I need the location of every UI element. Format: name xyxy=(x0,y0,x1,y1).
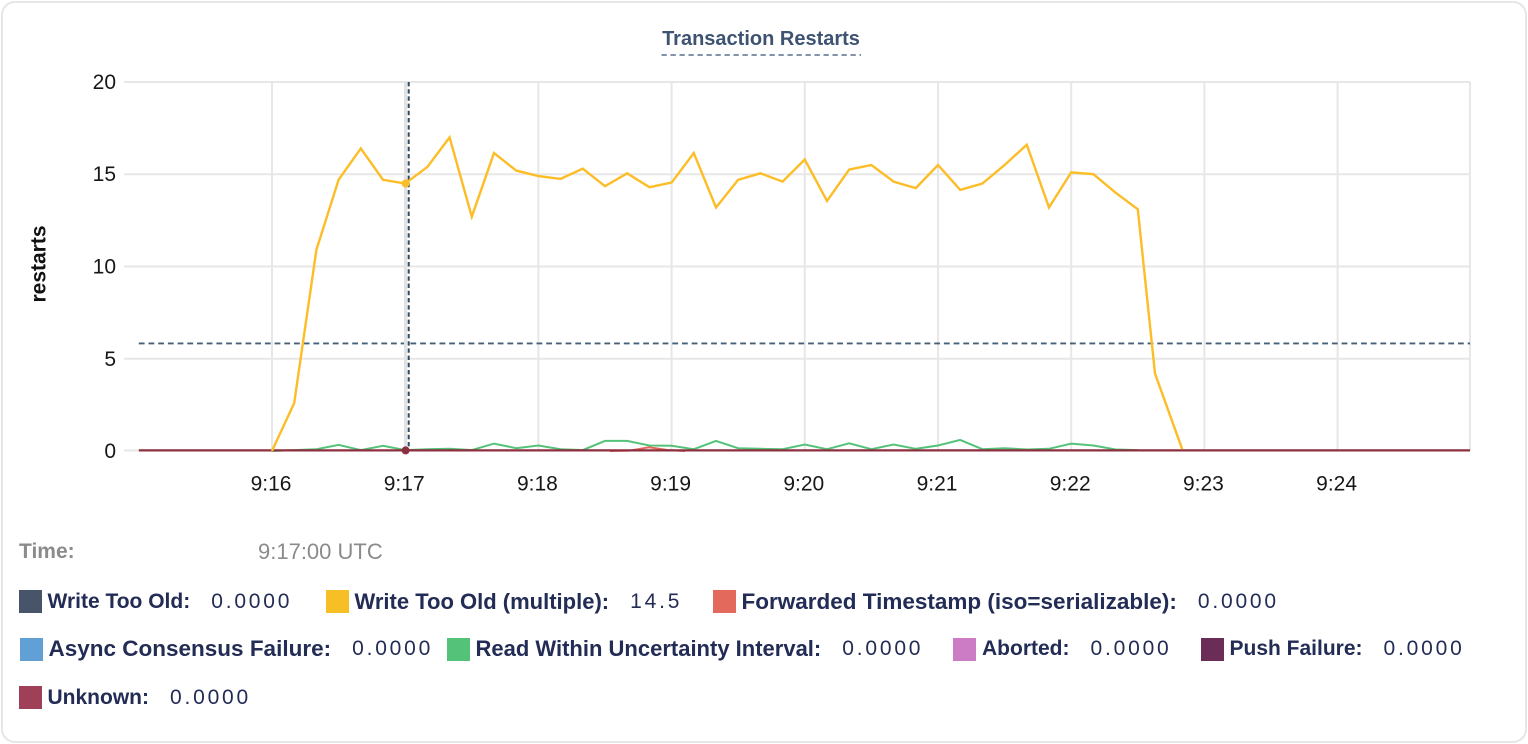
svg-text:9:18: 9:18 xyxy=(517,473,558,496)
svg-text:9:23: 9:23 xyxy=(1183,473,1224,496)
svg-text:0: 0 xyxy=(104,440,116,463)
svg-text:9:22: 9:22 xyxy=(1050,473,1091,496)
svg-text:9:24: 9:24 xyxy=(1316,473,1357,496)
svg-text:20: 20 xyxy=(93,71,116,94)
svg-text:restarts: restarts xyxy=(28,225,51,302)
svg-text:10: 10 xyxy=(93,256,116,279)
svg-text:9:21: 9:21 xyxy=(917,473,958,496)
svg-text:5: 5 xyxy=(104,348,116,371)
svg-text:9:16: 9:16 xyxy=(251,473,292,496)
svg-text:9:19: 9:19 xyxy=(650,473,691,496)
svg-text:9:17: 9:17 xyxy=(384,473,425,496)
svg-text:9:20: 9:20 xyxy=(783,473,824,496)
svg-text:15: 15 xyxy=(93,163,116,186)
